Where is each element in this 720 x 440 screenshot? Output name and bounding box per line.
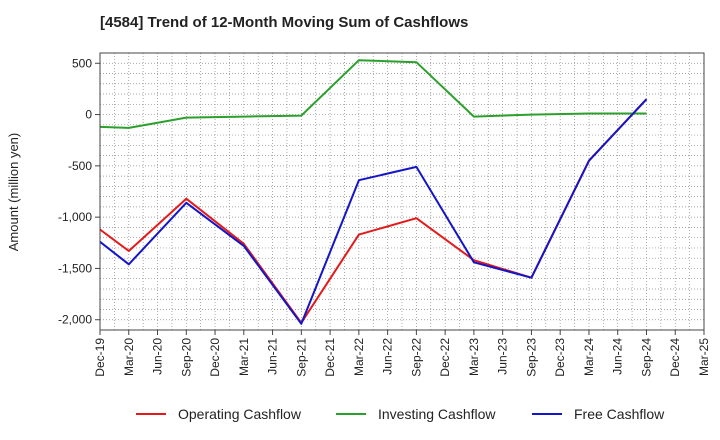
x-tick-label: Jun-24 xyxy=(611,338,625,375)
x-axis: Dec-19 Mar-20 Jun-20 Sep-20 Dec-20 Mar-21 Jun-… xyxy=(93,330,711,377)
x-tick-label: Mar-22 xyxy=(352,338,366,376)
x-tick-label: Sep-21 xyxy=(294,338,308,377)
series-lines xyxy=(99,59,648,325)
legend-label-free-cashflow: Free Cashflow xyxy=(574,406,665,422)
y-axis: 500 0 -500 -1,000 -1,500 -2,000 xyxy=(58,56,100,327)
x-tick-label: Sep-20 xyxy=(179,338,193,377)
x-tick-label: Sep-23 xyxy=(524,338,538,377)
x-tick-label: Dec-20 xyxy=(208,338,222,377)
legend-label-investing-cashflow: Investing Cashflow xyxy=(378,406,496,422)
x-tick-label: Dec-24 xyxy=(668,338,682,377)
series-line-investing-cashflow xyxy=(99,59,647,129)
x-tick-label: Dec-19 xyxy=(93,338,107,377)
x-tick-label: Mar-20 xyxy=(122,338,136,376)
x-tick-label: Jun-20 xyxy=(151,338,165,375)
grid xyxy=(99,52,705,331)
x-tick-label: Sep-22 xyxy=(409,338,423,377)
series-line-free-cashflow xyxy=(99,98,648,325)
x-tick-label: Mar-24 xyxy=(582,338,596,376)
y-tick-label: -1,500 xyxy=(58,261,92,275)
y-tick-label: 500 xyxy=(72,56,92,70)
x-tick-label: Sep-24 xyxy=(639,338,653,377)
y-tick-label: -2,000 xyxy=(58,313,92,327)
chart-title: [4584] Trend of 12-Month Moving Sum of C… xyxy=(100,14,469,31)
x-tick-label: Jun-23 xyxy=(496,338,510,375)
y-tick-label: -1,000 xyxy=(58,210,92,224)
x-tick-label: Mar-21 xyxy=(237,338,251,376)
y-tick-label: -500 xyxy=(68,159,92,173)
y-axis-label: Amount (million yen) xyxy=(6,133,21,252)
x-tick-label: Dec-23 xyxy=(553,338,567,377)
x-tick-label: Jun-21 xyxy=(266,338,280,375)
x-tick-label: Dec-21 xyxy=(323,338,337,377)
x-tick-label: Dec-22 xyxy=(438,338,452,377)
x-tick-label: Mar-23 xyxy=(467,338,481,376)
x-tick-label: Jun-22 xyxy=(381,338,395,375)
plot-frame xyxy=(99,52,705,331)
legend-label-operating-cashflow: Operating Cashflow xyxy=(178,406,302,422)
y-tick-label: 0 xyxy=(85,108,92,122)
x-tick-label: Mar-25 xyxy=(697,338,711,376)
legend: Operating Cashflow Investing Cashflow Free… xyxy=(136,406,665,422)
